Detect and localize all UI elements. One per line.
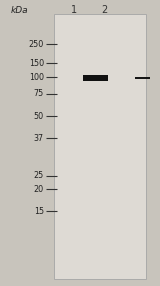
Text: 50: 50 xyxy=(34,112,44,121)
Text: 2: 2 xyxy=(101,5,107,15)
Text: 25: 25 xyxy=(34,171,44,180)
Text: kDa: kDa xyxy=(10,5,28,15)
Text: 15: 15 xyxy=(34,206,44,216)
Text: 150: 150 xyxy=(29,59,44,68)
Text: 37: 37 xyxy=(34,134,44,143)
Text: 1: 1 xyxy=(71,5,77,15)
Bar xyxy=(83,75,108,81)
Text: 75: 75 xyxy=(34,89,44,98)
Bar xyxy=(54,14,146,279)
Text: 100: 100 xyxy=(29,73,44,82)
Text: 250: 250 xyxy=(29,40,44,49)
Text: 20: 20 xyxy=(34,185,44,194)
